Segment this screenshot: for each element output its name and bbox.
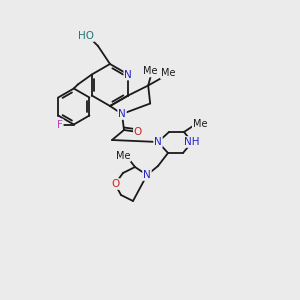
Text: NH: NH: [184, 137, 200, 147]
Text: N: N: [154, 137, 162, 147]
Text: HO: HO: [78, 31, 94, 41]
Text: Me: Me: [161, 68, 176, 79]
Text: Me: Me: [116, 151, 130, 161]
Text: N: N: [143, 170, 151, 180]
Text: F: F: [57, 119, 63, 130]
Text: O: O: [134, 127, 142, 137]
Text: N: N: [124, 70, 132, 80]
Text: N: N: [118, 109, 126, 119]
Text: Me: Me: [193, 119, 207, 129]
Text: O: O: [111, 179, 119, 189]
Text: Me: Me: [143, 67, 158, 76]
